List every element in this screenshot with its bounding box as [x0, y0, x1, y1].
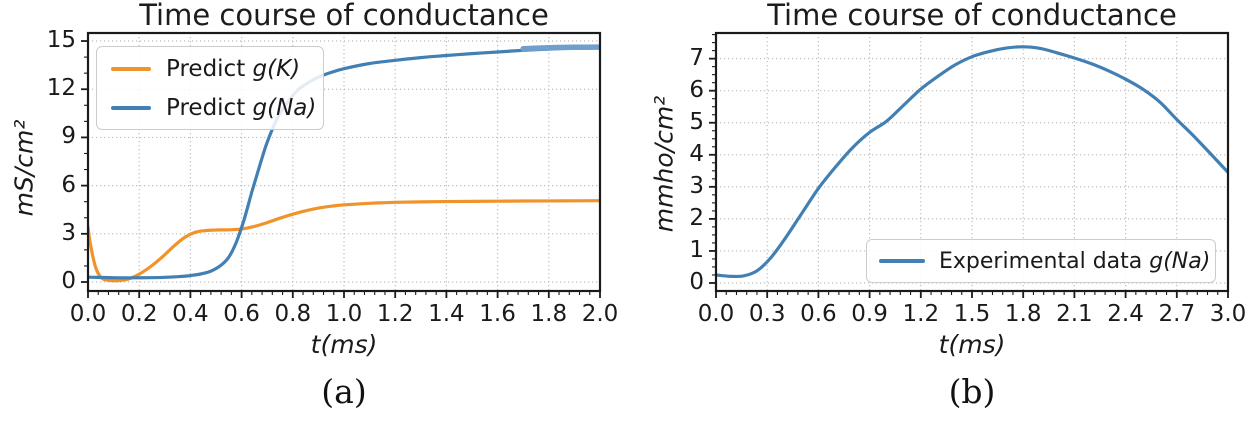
grid-lines: [87, 33, 601, 291]
chart-a-xlabel: t(ms): [310, 330, 378, 359]
x-tick-label: 1.6: [479, 301, 516, 327]
y-tick-label: 0: [689, 268, 704, 295]
chart-b-caption: (b): [948, 372, 996, 411]
x-tick-label: 1.0: [325, 301, 363, 327]
y-tick-label: 15: [46, 27, 76, 54]
x-tick-label: 3.0: [1209, 301, 1247, 327]
x-tick-label: 2.1: [1056, 301, 1093, 327]
x-tick-label: 0.3: [748, 301, 786, 327]
x-tick-label: 2.7: [1158, 301, 1196, 327]
axis-ticks: [709, 34, 1229, 298]
chart-b-legend: Experimental data g(Na): [866, 239, 1216, 283]
gna-saturated-overlay: [520, 44, 600, 52]
chart-a-legend: Predict g(K) Predict g(Na): [96, 46, 324, 130]
x-tick-label: 0.4: [172, 301, 209, 327]
x-tick-label: 1.8: [530, 301, 568, 327]
legend-entry: Predict g(Na): [111, 95, 323, 121]
experimental-gna-curve: [716, 45, 1228, 279]
chart-b-title: Time course of conductance: [767, 0, 1177, 32]
y-tick-label: 4: [689, 140, 704, 167]
predict-gk-curve: [88, 199, 600, 283]
axis-ticks: [81, 40, 601, 298]
x-tick-label: 0.9: [851, 301, 888, 327]
y-tick-label: 9: [61, 123, 76, 150]
chart-b-xlabel: t(ms): [938, 330, 1006, 359]
x-tick-label: 1.2: [376, 301, 414, 327]
y-tick-label: 3: [61, 219, 76, 246]
x-tick-label: 0.6: [223, 301, 260, 327]
y-tick-label: 5: [689, 108, 704, 135]
x-tick-label: 1.5: [953, 301, 991, 327]
x-tick-label: 0.0: [697, 301, 735, 327]
x-tick-label: 0.2: [120, 301, 158, 327]
legend-entry: Predict g(K): [111, 56, 323, 82]
legend-line-swatch: [111, 105, 151, 110]
y-tick-label: 7: [689, 44, 704, 71]
legend-label: Experimental data g(Na): [939, 248, 1211, 274]
x-tick-label: 2.0: [581, 301, 619, 327]
chart-a-title: Time course of conductance: [139, 0, 549, 32]
y-tick-label: 12: [46, 75, 76, 102]
chart-a-caption: (a): [321, 372, 367, 411]
legend-line-swatch: [111, 66, 151, 71]
y-tick-label: 6: [689, 76, 704, 103]
y-tick-label: 6: [61, 171, 76, 198]
x-tick-label: 0.8: [274, 301, 312, 327]
x-tick-label: 1.2: [902, 301, 940, 327]
legend-label: Predict g(Na): [166, 94, 317, 121]
legend-label: Predict g(K): [166, 55, 301, 82]
x-tick-label: 1.4: [428, 301, 465, 327]
y-tick-label: 3: [689, 172, 704, 199]
x-tick-label: 2.4: [1107, 301, 1144, 327]
legend-line-swatch: [879, 259, 925, 263]
y-tick-label: 2: [689, 204, 704, 231]
y-tick-label: 1: [689, 236, 704, 263]
x-tick-label: 0.0: [69, 301, 107, 327]
legend-entry: Experimental data g(Na): [879, 249, 1215, 274]
y-tick-label: 0: [61, 268, 76, 294]
x-tick-label: 0.6: [800, 301, 837, 327]
x-tick-label: 1.8: [1004, 301, 1042, 327]
